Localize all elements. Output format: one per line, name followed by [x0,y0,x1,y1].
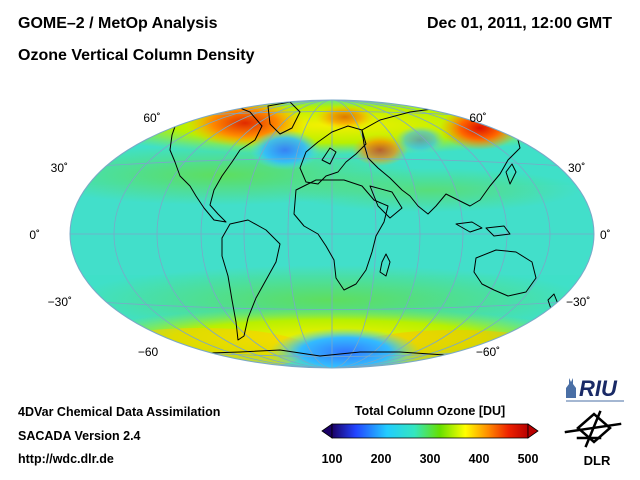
colorbar-tick-200: 200 [371,452,392,466]
subtitle: Ozone Vertical Column Density [18,47,255,64]
lat-label-right-0: 0˚ [600,228,611,242]
footer-line-2: SACADA Version 2.4 [18,429,141,443]
datetime: Dec 01, 2011, 12:00 GMT [427,15,612,32]
colorbar-tick-300: 300 [420,452,441,466]
lat-label-right-m60: −60˚ [476,345,500,359]
lat-label-left-0: 0˚ [29,228,40,242]
title: GOME–2 / MetOp Analysis [18,15,218,32]
dlr-logo [564,410,622,448]
footer-line-1: 4DVar Chemical Data Assimilation [18,405,221,419]
footer-url[interactable]: http://wdc.dlr.de [18,452,114,466]
riu-logo: RIU [566,376,624,402]
colorbar-title: Total Column Ozone [DU] [355,404,505,418]
lat-label-right-60: 60˚ [469,111,486,125]
colorbar-max-arrow [527,423,539,439]
riu-logo-text: RIU [579,376,618,401]
colorbar: Total Column Ozone [DU] 100 200 300 400 … [321,404,539,466]
map-border [69,99,595,369]
colorbar-tick-500: 500 [518,452,539,466]
lat-label-right-m30: −30˚ [566,295,590,309]
lat-label-left-m30: −30˚ [48,295,72,309]
dlr-logo-text: DLR [584,453,611,468]
colorbar-min-arrow [321,423,333,439]
colorbar-tick-100: 100 [322,452,343,466]
colorbar-gradient [331,423,529,439]
colorbar-tick-400: 400 [469,452,490,466]
lat-label-right-30: 30˚ [568,161,585,175]
ozone-field [70,100,594,368]
lat-label-left-30: 30˚ [51,161,68,175]
lat-label-left-60: 60˚ [143,111,160,125]
lat-label-left-m60: −60 [138,345,159,359]
